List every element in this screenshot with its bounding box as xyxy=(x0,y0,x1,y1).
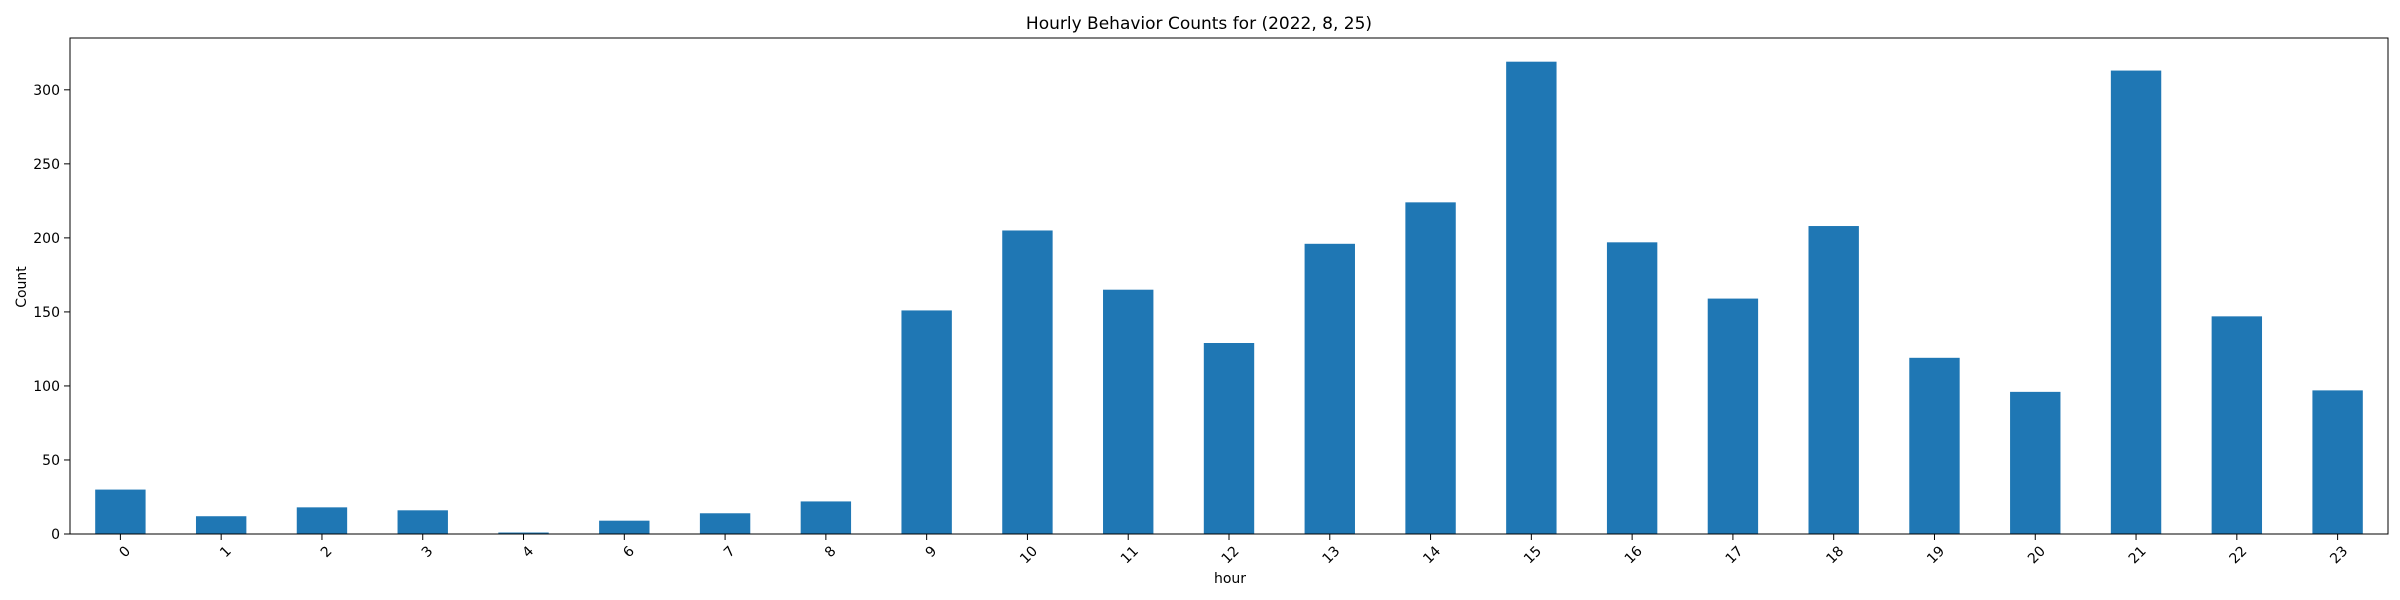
x-tick-label-0: 0 xyxy=(116,543,134,561)
bar-8 xyxy=(800,501,852,534)
y-tick-label-200: 200 xyxy=(33,231,60,247)
bar-4 xyxy=(498,532,549,534)
bar-11 xyxy=(1103,289,1154,534)
bar-13 xyxy=(1304,243,1355,534)
x-axis-label: hour xyxy=(1214,571,1246,587)
x-tick-label-6: 6 xyxy=(620,543,638,561)
x-tick-label-10: 10 xyxy=(1017,543,1041,567)
y-axis-label: Count xyxy=(14,266,30,308)
bar-23 xyxy=(2312,390,2363,534)
bar-18 xyxy=(1808,226,1859,534)
chart-title: Hourly Behavior Counts for (2022, 8, 25) xyxy=(1026,14,1372,34)
bar-9 xyxy=(901,310,952,534)
x-tick-label-4: 4 xyxy=(520,543,538,561)
bar-0 xyxy=(95,489,146,534)
plot-frame xyxy=(69,37,2389,535)
y-tick-label-100: 100 xyxy=(33,379,60,395)
y-tick-label-0: 0 xyxy=(51,527,60,543)
bar-2 xyxy=(296,507,348,534)
bar-7 xyxy=(699,513,751,534)
x-tick-label-2: 2 xyxy=(318,543,336,561)
bar-17 xyxy=(1707,298,1759,534)
x-tick-label-20: 20 xyxy=(2025,543,2049,567)
y-tick-label-300: 300 xyxy=(33,83,60,99)
bar-22 xyxy=(2211,316,2263,534)
x-tick-label-7: 7 xyxy=(721,543,739,561)
x-tick-label-14: 14 xyxy=(1420,543,1444,567)
bar-14 xyxy=(1405,202,1456,535)
x-tick-label-12: 12 xyxy=(1219,543,1243,567)
bar-20 xyxy=(2010,391,2061,534)
bar-6 xyxy=(599,520,650,534)
x-tick-label-17: 17 xyxy=(1723,543,1747,567)
x-tick-label-22: 22 xyxy=(2227,543,2251,567)
x-tick-label-19: 19 xyxy=(1924,543,1948,567)
x-tick-label-11: 11 xyxy=(1118,543,1142,567)
x-tick-label-18: 18 xyxy=(1823,543,1847,567)
x-tick-label-21: 21 xyxy=(2126,543,2150,567)
x-tick-label-1: 1 xyxy=(217,543,235,561)
bar-19 xyxy=(1909,357,1960,534)
x-tick-label-15: 15 xyxy=(1521,543,1545,567)
x-tick-label-16: 16 xyxy=(1622,543,1646,567)
bar-3 xyxy=(397,510,448,534)
x-tick-label-9: 9 xyxy=(923,543,941,561)
x-tick-label-8: 8 xyxy=(822,543,840,561)
bar-21 xyxy=(2110,70,2162,535)
x-tick-label-3: 3 xyxy=(419,543,437,561)
y-tick-label-150: 150 xyxy=(33,305,60,321)
bar-1 xyxy=(195,516,247,534)
x-tick-label-23: 23 xyxy=(2327,543,2351,567)
bar-15 xyxy=(1506,61,1557,535)
bar-10 xyxy=(1002,230,1053,535)
bar-12 xyxy=(1203,343,1255,534)
x-tick-label-13: 13 xyxy=(1319,543,1343,567)
bar-16 xyxy=(1606,242,1658,534)
y-tick-label-50: 50 xyxy=(42,453,60,469)
y-tick-label-250: 250 xyxy=(33,157,60,173)
